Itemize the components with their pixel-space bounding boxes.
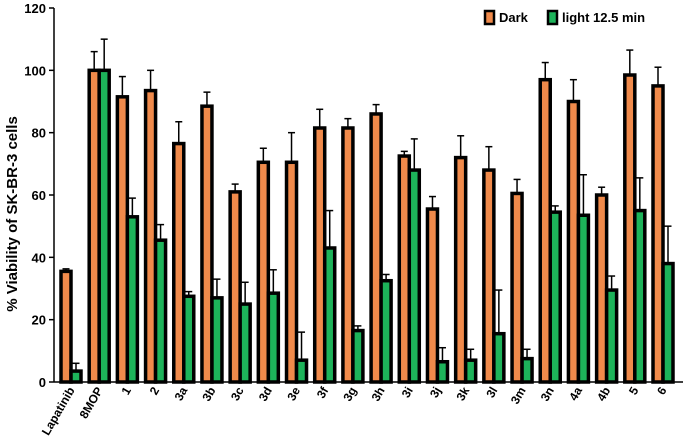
bar-light-4a bbox=[576, 213, 591, 384]
bar-light-3b bbox=[210, 296, 224, 384]
bar-light-3j bbox=[435, 359, 450, 384]
bar-light-Lapatinib bbox=[69, 369, 83, 384]
bar-light-3h bbox=[379, 278, 393, 384]
x-tick-label-8MOP: 8MOP bbox=[77, 385, 106, 421]
x-tick-label-3n: 3n bbox=[538, 385, 557, 404]
bar-light-3f bbox=[322, 246, 337, 384]
x-tick-label-3a: 3a bbox=[172, 384, 191, 403]
bars-layer bbox=[59, 38, 675, 384]
x-tick-label-3i: 3i bbox=[399, 385, 416, 401]
y-tick-label: 40 bbox=[32, 250, 46, 265]
x-tick-label-3g: 3g bbox=[340, 385, 359, 404]
bar-dark-3k bbox=[453, 155, 468, 384]
bar-light-3g bbox=[351, 328, 365, 384]
x-tick-label-4b: 4b bbox=[594, 385, 613, 404]
x-tick-label-3f: 3f bbox=[314, 384, 332, 401]
legend-swatch-light bbox=[546, 9, 559, 26]
bar-dark-3j bbox=[425, 207, 440, 384]
bar-light-1 bbox=[125, 215, 140, 384]
bar-dark-Lapatinib bbox=[59, 269, 73, 384]
bar-light-3m bbox=[520, 356, 534, 384]
x-tick-label-3l: 3l bbox=[483, 385, 500, 401]
bar-light-3i bbox=[407, 168, 422, 384]
y-tick-label: 0 bbox=[39, 375, 46, 390]
x-tick-label-6: 6 bbox=[654, 384, 670, 397]
x-tick-label-3j: 3j bbox=[427, 385, 444, 401]
x-tick-label-5: 5 bbox=[626, 384, 642, 397]
bar-light-3a bbox=[182, 294, 196, 384]
y-tick-label: 100 bbox=[24, 63, 46, 78]
legend-swatch-dark bbox=[483, 9, 496, 26]
y-axis-title: % Viability of SK-BR-3 cells bbox=[4, 116, 21, 312]
bar-light-3e bbox=[294, 358, 309, 384]
bar-dark-3e bbox=[284, 160, 299, 384]
x-tick-label-3c: 3c bbox=[228, 384, 247, 403]
x-tick-label-3k: 3k bbox=[453, 384, 472, 403]
y-tick-label: 80 bbox=[32, 126, 46, 141]
x-tick-label-3h: 3h bbox=[369, 385, 388, 404]
y-tick-labels: 0 20 40 60 80 100 120 bbox=[24, 1, 54, 390]
x-tick-label-4a: 4a bbox=[566, 384, 585, 403]
legend-label-light: light 12.5 min bbox=[562, 10, 645, 25]
bar-light-2 bbox=[153, 238, 168, 384]
y-tick-label: 20 bbox=[32, 313, 46, 328]
x-tick-label-3m: 3m bbox=[508, 385, 529, 407]
bar-light-3c bbox=[238, 302, 252, 384]
legend-label-dark: Dark bbox=[499, 10, 529, 25]
x-tick-label-2: 2 bbox=[147, 384, 163, 397]
bar-light-3k bbox=[463, 358, 478, 384]
bar-light-3n bbox=[548, 210, 562, 384]
bar-light-5 bbox=[633, 208, 647, 384]
bar-light-6 bbox=[661, 261, 675, 384]
bar-light-8MOP bbox=[97, 68, 111, 384]
x-tick-label-3d: 3d bbox=[256, 385, 275, 404]
x-tick-label-1: 1 bbox=[119, 384, 135, 397]
bar-light-3d bbox=[266, 291, 281, 384]
x-tick-label-3e: 3e bbox=[284, 384, 303, 403]
legend: Dark light 12.5 min bbox=[483, 9, 645, 26]
bar-dark-3m bbox=[510, 191, 524, 384]
bar-light-4b bbox=[604, 288, 619, 384]
bar-light-3l bbox=[492, 331, 506, 384]
y-tick-label: 60 bbox=[32, 188, 46, 203]
y-tick-label: 120 bbox=[24, 1, 46, 16]
x-tick-label-3b: 3b bbox=[199, 385, 218, 404]
x-tick-label-Lapatinib: Lapatinib bbox=[39, 385, 78, 438]
x-tick-labels: Lapatinib 8MOP 1 2 3a 3b 3c 3d 3e 3f 3g 3h 3i 3j 3k 3l 3… bbox=[39, 384, 670, 438]
